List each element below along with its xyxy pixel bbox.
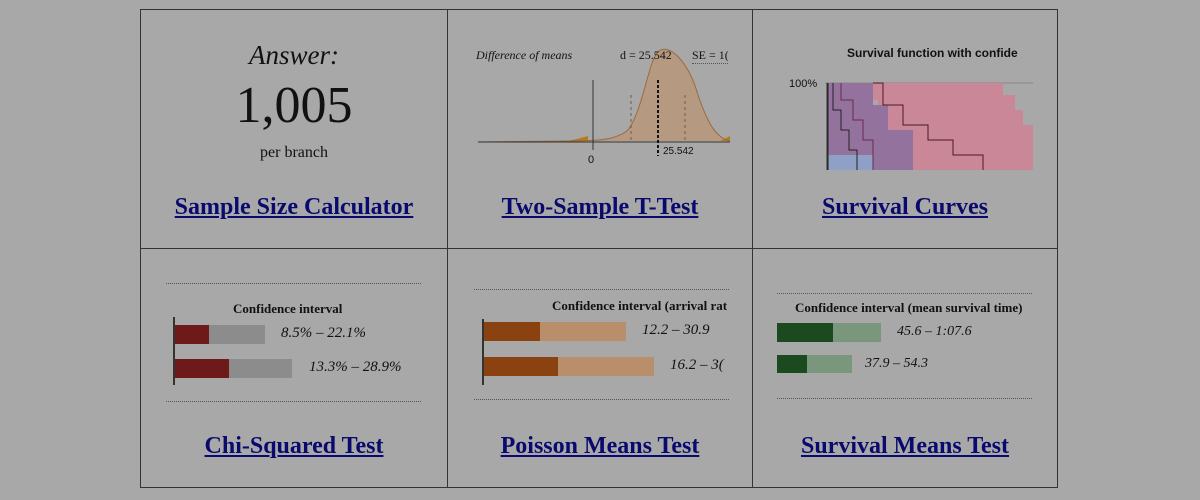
t-test-illustration [477,48,731,156]
ci-axis [482,319,484,385]
top-divider [474,289,729,290]
ci-axis [173,317,175,385]
ci-value: 16.2 – 3( [670,357,724,373]
sample-size-card: Answer: 1,005 per branch Sample Size Cal… [141,10,448,249]
ci-bar [484,357,654,376]
t-test-d-value: d = 25.542 [620,48,672,62]
survival-curves-card: Survival function with confide 100% Surv… [753,10,1057,249]
survival-curves-link[interactable]: Survival Curves [821,194,988,220]
top-divider [777,293,1032,294]
ci-title: Confidence interval (mean survival time) [795,300,1023,315]
ci-value: 13.3% – 28.9% [309,359,402,375]
bottom-divider [474,399,729,400]
survival-curves-illustration [825,82,1033,170]
survival-y-tick: 100% [789,78,818,90]
t-test-se-value: SE = 1( [692,48,728,64]
bottom-divider [166,401,421,402]
answer-value: 1,005 [235,77,353,134]
ci-value: 45.6 – 1:07.6 [897,324,972,339]
chi-squared-test-link[interactable]: Chi-Squared Test [204,433,384,459]
mean-tick-label: 25.542 [663,146,694,157]
survival-means-card: Confidence interval (mean survival time)… [753,249,1057,487]
chi-squared-card: Confidence interval 8.5% – 22.1% 13.3% –… [141,249,448,487]
answer-unit: per branch [260,144,328,161]
zero-tick-label: 0 [588,154,595,166]
poisson-means-card: Confidence interval (arrival rat 12.2 – … [448,249,753,487]
bottom-divider [777,398,1032,399]
poisson-means-test-link[interactable]: Poisson Means Test [500,433,700,459]
ci-bar [777,323,881,342]
survival-means-test-link[interactable]: Survival Means Test [800,433,1010,459]
t-test-card: Difference of means d = 25.542 SE = 1( 0… [448,10,753,249]
tools-grid: Answer: 1,005 per branch Sample Size Cal… [140,9,1058,488]
ci-value: 8.5% – 22.1% [281,325,366,341]
ci-value: 12.2 – 30.9 [642,322,710,338]
sample-size-calculator-link[interactable]: Sample Size Calculator [174,194,414,220]
ci-bar [484,322,626,341]
ci-bar [175,325,265,344]
ci-value: 37.9 – 54.3 [865,356,928,371]
ci-bar [777,355,852,373]
ci-bar [175,359,292,378]
ci-title: Confidence interval [233,301,343,316]
ci-title: Confidence interval (arrival rat [552,298,728,313]
answer-label: Answer: [249,40,339,70]
two-sample-t-test-link[interactable]: Two-Sample T-Test [501,194,699,220]
t-test-title: Difference of means [476,48,573,62]
top-divider [166,283,421,284]
survival-chart-title: Survival function with confide [847,46,1018,60]
